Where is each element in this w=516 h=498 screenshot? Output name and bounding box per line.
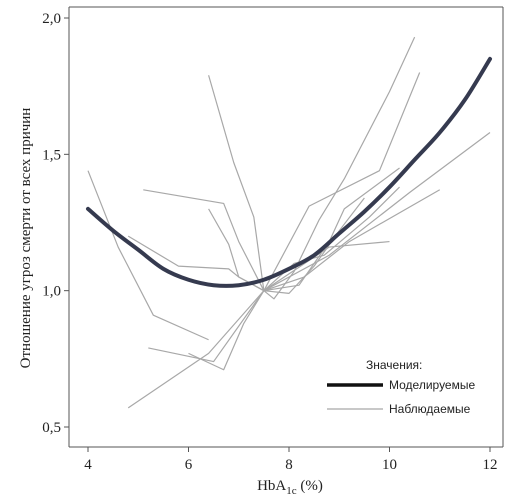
x-tick-label: 4 [84, 457, 92, 473]
x-tick-label: 8 [285, 457, 293, 473]
y-tick-label: 2,0 [42, 11, 61, 27]
y-axis-ticks: 0,5 1,0 1,5 2,0 [42, 11, 69, 436]
x-tick-label: 10 [382, 457, 397, 473]
observed-series-line-7 [127, 132, 491, 409]
observed-series-line-3 [143, 72, 421, 292]
observed-series-line-4 [208, 36, 416, 300]
x-axis-title: HbA1c (%) [257, 478, 323, 497]
observed-series-line-1 [87, 170, 209, 341]
observed-series-line-5 [208, 167, 400, 292]
x-axis-ticks: 4 6 8 10 12 [84, 447, 498, 473]
legend-label-observed: Наблюдаемые [389, 402, 471, 416]
x-axis-title-main: HbA [257, 478, 286, 494]
x-tick-label: 6 [185, 457, 193, 473]
x-tick-label: 12 [483, 457, 498, 473]
legend-label-modelled: Моделируемые [389, 378, 475, 392]
observed-series-line-9 [263, 197, 365, 294]
y-tick-label: 0,5 [42, 420, 61, 436]
y-axis-title: Отношение угроз смерти от всех причин [18, 108, 34, 369]
observed-series-line-6 [148, 186, 400, 363]
legend-title: Значения: [366, 358, 422, 372]
legend: Значения: Моделируемые Наблюдаемые [327, 358, 475, 416]
x-axis-title-unit: (%) [297, 478, 323, 494]
observed-series-line-8 [188, 189, 441, 371]
x-axis-title-subscript: 1c [286, 485, 297, 497]
modelled-series-line [86, 56, 492, 288]
y-tick-label: 1,5 [42, 147, 61, 163]
plot-frame [68, 6, 504, 448]
modelled-series-group [86, 56, 492, 288]
observed-series-group [87, 36, 491, 409]
y-tick-label: 1,0 [42, 284, 61, 300]
